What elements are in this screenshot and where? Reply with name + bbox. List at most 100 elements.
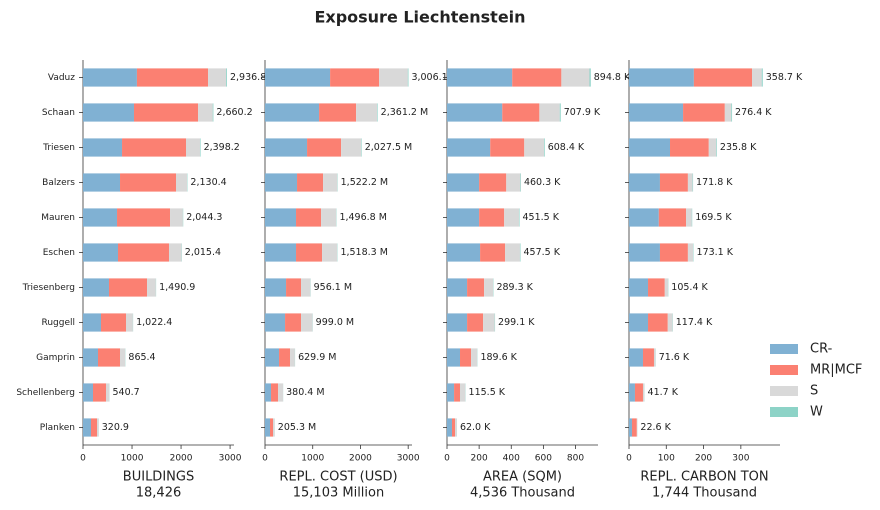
x-tick-label: 600	[535, 454, 552, 464]
legend-swatch	[770, 386, 798, 396]
total-label: 235.8 K	[720, 142, 757, 153]
total-label: 2,044.3	[186, 212, 222, 223]
bar-segment	[118, 243, 169, 262]
y-tick-label: Mauren	[41, 213, 75, 223]
total-label: 2,398.2	[204, 142, 240, 153]
bar-segment	[506, 173, 521, 192]
x-axis-label: REPL. CARBON TON	[640, 470, 768, 485]
x-tick-label: 2000	[170, 454, 193, 464]
bar-segment	[629, 138, 671, 157]
bar-segment	[125, 313, 133, 332]
bar-segment	[307, 138, 342, 157]
x-tick-label: 2000	[349, 454, 372, 464]
bar-segment	[642, 383, 645, 402]
x-tick-label: 100	[658, 454, 675, 464]
y-tick-label: Gamprin	[36, 353, 75, 363]
bar-segment	[341, 138, 362, 157]
bar-segment	[108, 278, 148, 297]
bar-segment	[271, 383, 279, 402]
bar-segment	[83, 383, 94, 402]
bar-segment	[301, 278, 311, 297]
bar-segment	[629, 243, 660, 262]
bar-segment	[279, 348, 291, 367]
bar-segment	[278, 383, 284, 402]
x-tick-label: 3000	[397, 454, 420, 464]
total-label: 608.4 K	[548, 142, 585, 153]
bar-segment	[296, 243, 323, 262]
x-tick-label: 0	[80, 454, 86, 464]
x-tick-label: 3000	[219, 454, 242, 464]
bar-segment	[483, 313, 495, 332]
bar-segment	[407, 68, 409, 87]
bar-segment	[664, 278, 668, 297]
bar-segment	[296, 208, 322, 227]
chart-title: Exposure Liechtenstein	[314, 8, 525, 27]
bar-segment	[321, 208, 337, 227]
total-label: 540.7	[113, 387, 140, 398]
bar-segment	[524, 138, 545, 157]
bar-segment	[120, 348, 126, 367]
bar-segment	[265, 313, 286, 332]
bar-segment	[83, 138, 123, 157]
bar-segment	[186, 138, 200, 157]
y-tick-label: Planken	[40, 423, 75, 433]
total-label: 1,022.4	[136, 317, 172, 328]
bar-segment	[447, 208, 480, 227]
y-tick-label: Schaan	[42, 108, 75, 118]
bar-segment	[479, 173, 507, 192]
total-label: 2,130.4	[190, 177, 226, 188]
bar-segment	[648, 313, 668, 332]
bar-segment	[290, 348, 295, 367]
total-label: 320.9	[102, 422, 129, 433]
total-label: 2,660.2	[216, 107, 252, 118]
bar-segment	[731, 103, 733, 122]
bar-segment	[670, 138, 709, 157]
total-label: 380.4 M	[286, 387, 324, 398]
bar-segment	[471, 348, 478, 367]
total-label: 707.9 K	[564, 107, 601, 118]
bar-segment	[559, 103, 561, 122]
bar-segment	[83, 173, 121, 192]
total-label: 289.3 K	[496, 282, 533, 293]
total-label: 358.7 K	[766, 72, 803, 83]
bar-segment	[447, 243, 481, 262]
legend-swatch	[770, 407, 798, 417]
bar-segment	[629, 208, 659, 227]
bar-segment	[544, 138, 545, 157]
bar-segment	[504, 208, 519, 227]
bar-segment	[120, 173, 177, 192]
bar-segment	[83, 348, 99, 367]
y-tick-label: Vaduz	[48, 73, 75, 83]
bar-segment	[447, 278, 468, 297]
bar-segment	[484, 278, 494, 297]
total-label: 189.6 K	[480, 352, 517, 363]
bar-segment	[93, 383, 106, 402]
legend-swatch	[770, 365, 798, 375]
bar-segment	[199, 138, 201, 157]
bar-segment	[83, 243, 119, 262]
bar-segment	[561, 68, 590, 87]
bar-segment	[447, 68, 513, 87]
bar-segment	[83, 68, 137, 87]
bar-segment	[265, 208, 297, 227]
total-label: 105.4 K	[671, 282, 708, 293]
x-tick-label: 200	[695, 454, 712, 464]
bar-segment	[105, 383, 110, 402]
bar-segment	[490, 138, 525, 157]
y-tick-label: Ruggell	[41, 318, 75, 328]
bar-segment	[265, 68, 331, 87]
bar-segment	[519, 243, 521, 262]
bar-segment	[460, 383, 466, 402]
bar-segment	[505, 243, 520, 262]
bar-segment	[176, 173, 188, 192]
bar-segment	[480, 243, 506, 262]
x-axis-note: 1,744 Thousand	[652, 486, 757, 501]
total-label: 205.3 M	[278, 422, 316, 433]
total-label: 169.5 K	[695, 212, 732, 223]
total-label: 451.5 K	[523, 212, 560, 223]
bar-segment	[629, 418, 632, 437]
bar-segment	[322, 243, 338, 262]
x-axis-label: REPL. COST (USD)	[279, 470, 397, 485]
bar-segment	[265, 348, 280, 367]
bar-segment	[447, 313, 468, 332]
